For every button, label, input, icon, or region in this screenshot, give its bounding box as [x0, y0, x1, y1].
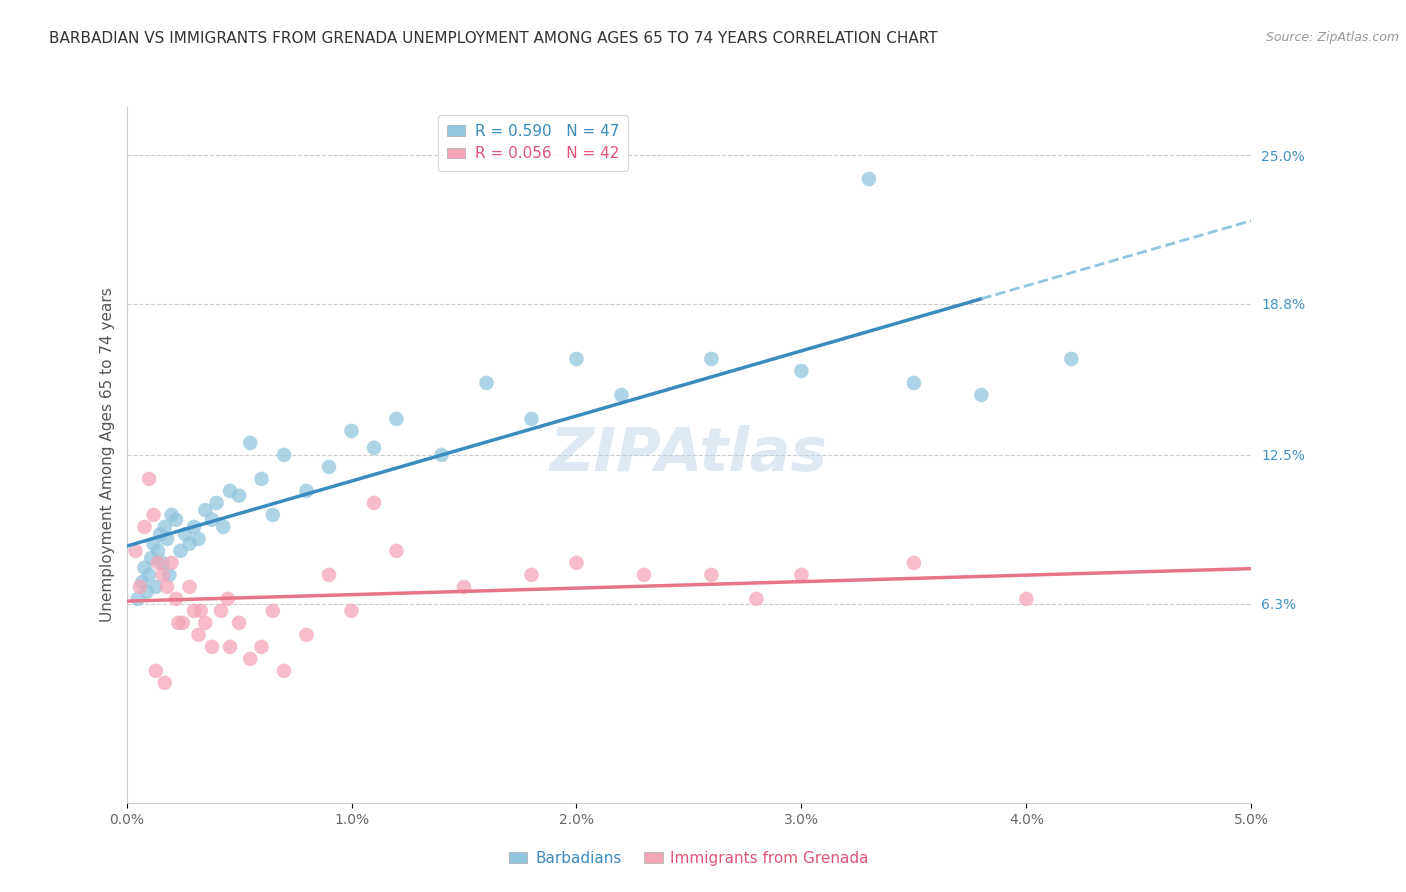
- Point: [745, 591, 768, 606]
- Point: [565, 556, 588, 570]
- Point: [790, 364, 813, 378]
- Point: [157, 567, 180, 582]
- Point: [363, 496, 385, 510]
- Point: [217, 591, 239, 606]
- Point: [131, 575, 153, 590]
- Point: [250, 472, 273, 486]
- Point: [430, 448, 453, 462]
- Point: [190, 604, 212, 618]
- Point: [700, 351, 723, 366]
- Point: [318, 459, 340, 474]
- Point: [174, 527, 197, 541]
- Point: [385, 412, 408, 426]
- Point: [262, 604, 284, 618]
- Point: [201, 640, 224, 654]
- Point: [145, 580, 167, 594]
- Point: [129, 580, 152, 594]
- Point: [1060, 351, 1083, 366]
- Point: [363, 441, 385, 455]
- Point: [205, 496, 228, 510]
- Point: [194, 615, 217, 630]
- Point: [153, 676, 176, 690]
- Point: [219, 640, 242, 654]
- Point: [520, 567, 543, 582]
- Point: [295, 628, 318, 642]
- Point: [179, 580, 201, 594]
- Point: [152, 567, 174, 582]
- Text: BARBADIAN VS IMMIGRANTS FROM GRENADA UNEMPLOYMENT AMONG AGES 65 TO 74 YEARS CORR: BARBADIAN VS IMMIGRANTS FROM GRENADA UNE…: [49, 31, 938, 46]
- Point: [219, 483, 242, 498]
- Point: [858, 172, 880, 186]
- Point: [385, 544, 408, 558]
- Point: [146, 544, 169, 558]
- Point: [156, 532, 179, 546]
- Point: [262, 508, 284, 522]
- Point: [169, 544, 191, 558]
- Point: [165, 513, 187, 527]
- Point: [183, 604, 205, 618]
- Point: [239, 652, 262, 666]
- Text: Source: ZipAtlas.com: Source: ZipAtlas.com: [1265, 31, 1399, 45]
- Point: [565, 351, 588, 366]
- Point: [239, 436, 262, 450]
- Point: [187, 628, 209, 642]
- Point: [209, 604, 232, 618]
- Point: [135, 584, 157, 599]
- Point: [167, 615, 190, 630]
- Point: [228, 489, 250, 503]
- Point: [520, 412, 543, 426]
- Point: [295, 483, 318, 498]
- Point: [160, 556, 183, 570]
- Point: [124, 544, 146, 558]
- Point: [138, 472, 160, 486]
- Point: [318, 567, 340, 582]
- Point: [970, 388, 993, 402]
- Point: [153, 520, 176, 534]
- Point: [633, 567, 655, 582]
- Point: [156, 580, 179, 594]
- Point: [146, 556, 169, 570]
- Point: [903, 376, 925, 390]
- Point: [194, 503, 217, 517]
- Point: [142, 508, 165, 522]
- Point: [187, 532, 209, 546]
- Point: [165, 591, 187, 606]
- Point: [1015, 591, 1038, 606]
- Point: [149, 527, 172, 541]
- Point: [152, 556, 174, 570]
- Legend: Barbadians, Immigrants from Grenada: Barbadians, Immigrants from Grenada: [503, 845, 875, 871]
- Point: [138, 567, 160, 582]
- Point: [610, 388, 633, 402]
- Point: [273, 664, 295, 678]
- Point: [201, 513, 224, 527]
- Point: [212, 520, 235, 534]
- Point: [141, 551, 163, 566]
- Point: [142, 537, 165, 551]
- Point: [228, 615, 250, 630]
- Point: [134, 560, 156, 574]
- Point: [160, 508, 183, 522]
- Point: [700, 567, 723, 582]
- Point: [475, 376, 498, 390]
- Point: [340, 424, 363, 438]
- Point: [183, 520, 205, 534]
- Point: [903, 556, 925, 570]
- Y-axis label: Unemployment Among Ages 65 to 74 years: Unemployment Among Ages 65 to 74 years: [100, 287, 115, 623]
- Point: [790, 567, 813, 582]
- Point: [273, 448, 295, 462]
- Point: [340, 604, 363, 618]
- Point: [179, 537, 201, 551]
- Point: [250, 640, 273, 654]
- Point: [145, 664, 167, 678]
- Point: [134, 520, 156, 534]
- Point: [453, 580, 475, 594]
- Point: [172, 615, 194, 630]
- Text: ZIPAtlas: ZIPAtlas: [550, 425, 828, 484]
- Point: [127, 591, 149, 606]
